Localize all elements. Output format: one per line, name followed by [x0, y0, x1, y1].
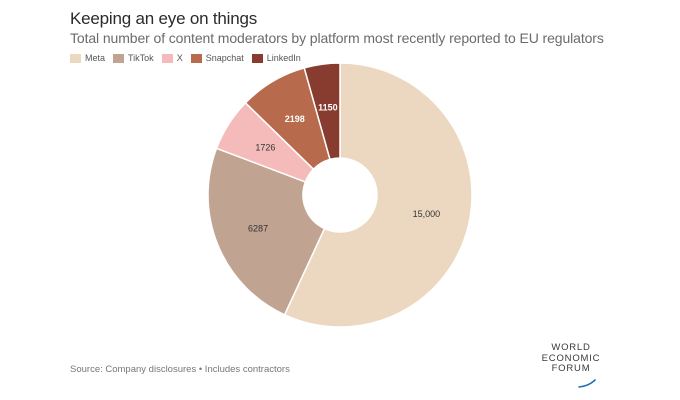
legend-swatch	[251, 53, 263, 63]
logo-arc-icon	[578, 379, 596, 388]
legend-label: Meta	[85, 53, 106, 63]
legend-label: Snapchat	[205, 53, 244, 63]
legend-item-snapchat: Snapchat	[190, 53, 244, 63]
legend-label: TikTok	[128, 53, 154, 63]
legend-item-meta: Meta	[70, 53, 105, 63]
slice-tiktok	[207, 147, 326, 316]
legend-item-linkedin: LinkedIn	[251, 53, 301, 63]
slice-label-tiktok: 6287	[248, 223, 268, 233]
logo-line-2: ECONOMIC	[541, 352, 601, 364]
legend-swatch	[113, 53, 125, 63]
legend-label: LinkedIn	[266, 53, 301, 63]
legend-item-tiktok: TikTok	[113, 53, 154, 63]
slice-label-x: 1726	[255, 142, 275, 152]
legend-swatch	[190, 53, 202, 63]
logo-line-3: FORUM	[551, 363, 591, 374]
slice-label-linkedin: 1150	[318, 102, 338, 112]
logo-line-1: WORLD	[551, 342, 591, 353]
wef-logo: WORLD ECONOMIC FORUM	[533, 342, 609, 388]
slice-linkedin	[303, 62, 341, 161]
legend-swatch	[70, 53, 81, 63]
slice-label-snapchat: 2198	[285, 114, 305, 124]
legend-label: X	[176, 53, 183, 63]
legend: Meta TikTok X Snapchat LinkedIn	[70, 53, 309, 63]
slice-meta	[283, 62, 473, 328]
legend-item-x: X	[161, 53, 183, 63]
legend-swatch	[161, 53, 173, 63]
chart-title: Keeping an eye on things	[70, 9, 258, 28]
slice-label-meta: 15,000	[413, 209, 441, 219]
chart-subtitle: Total number of content moderators by pl…	[70, 30, 604, 46]
source-note: Source: Company disclosures • Includes c…	[70, 364, 290, 375]
